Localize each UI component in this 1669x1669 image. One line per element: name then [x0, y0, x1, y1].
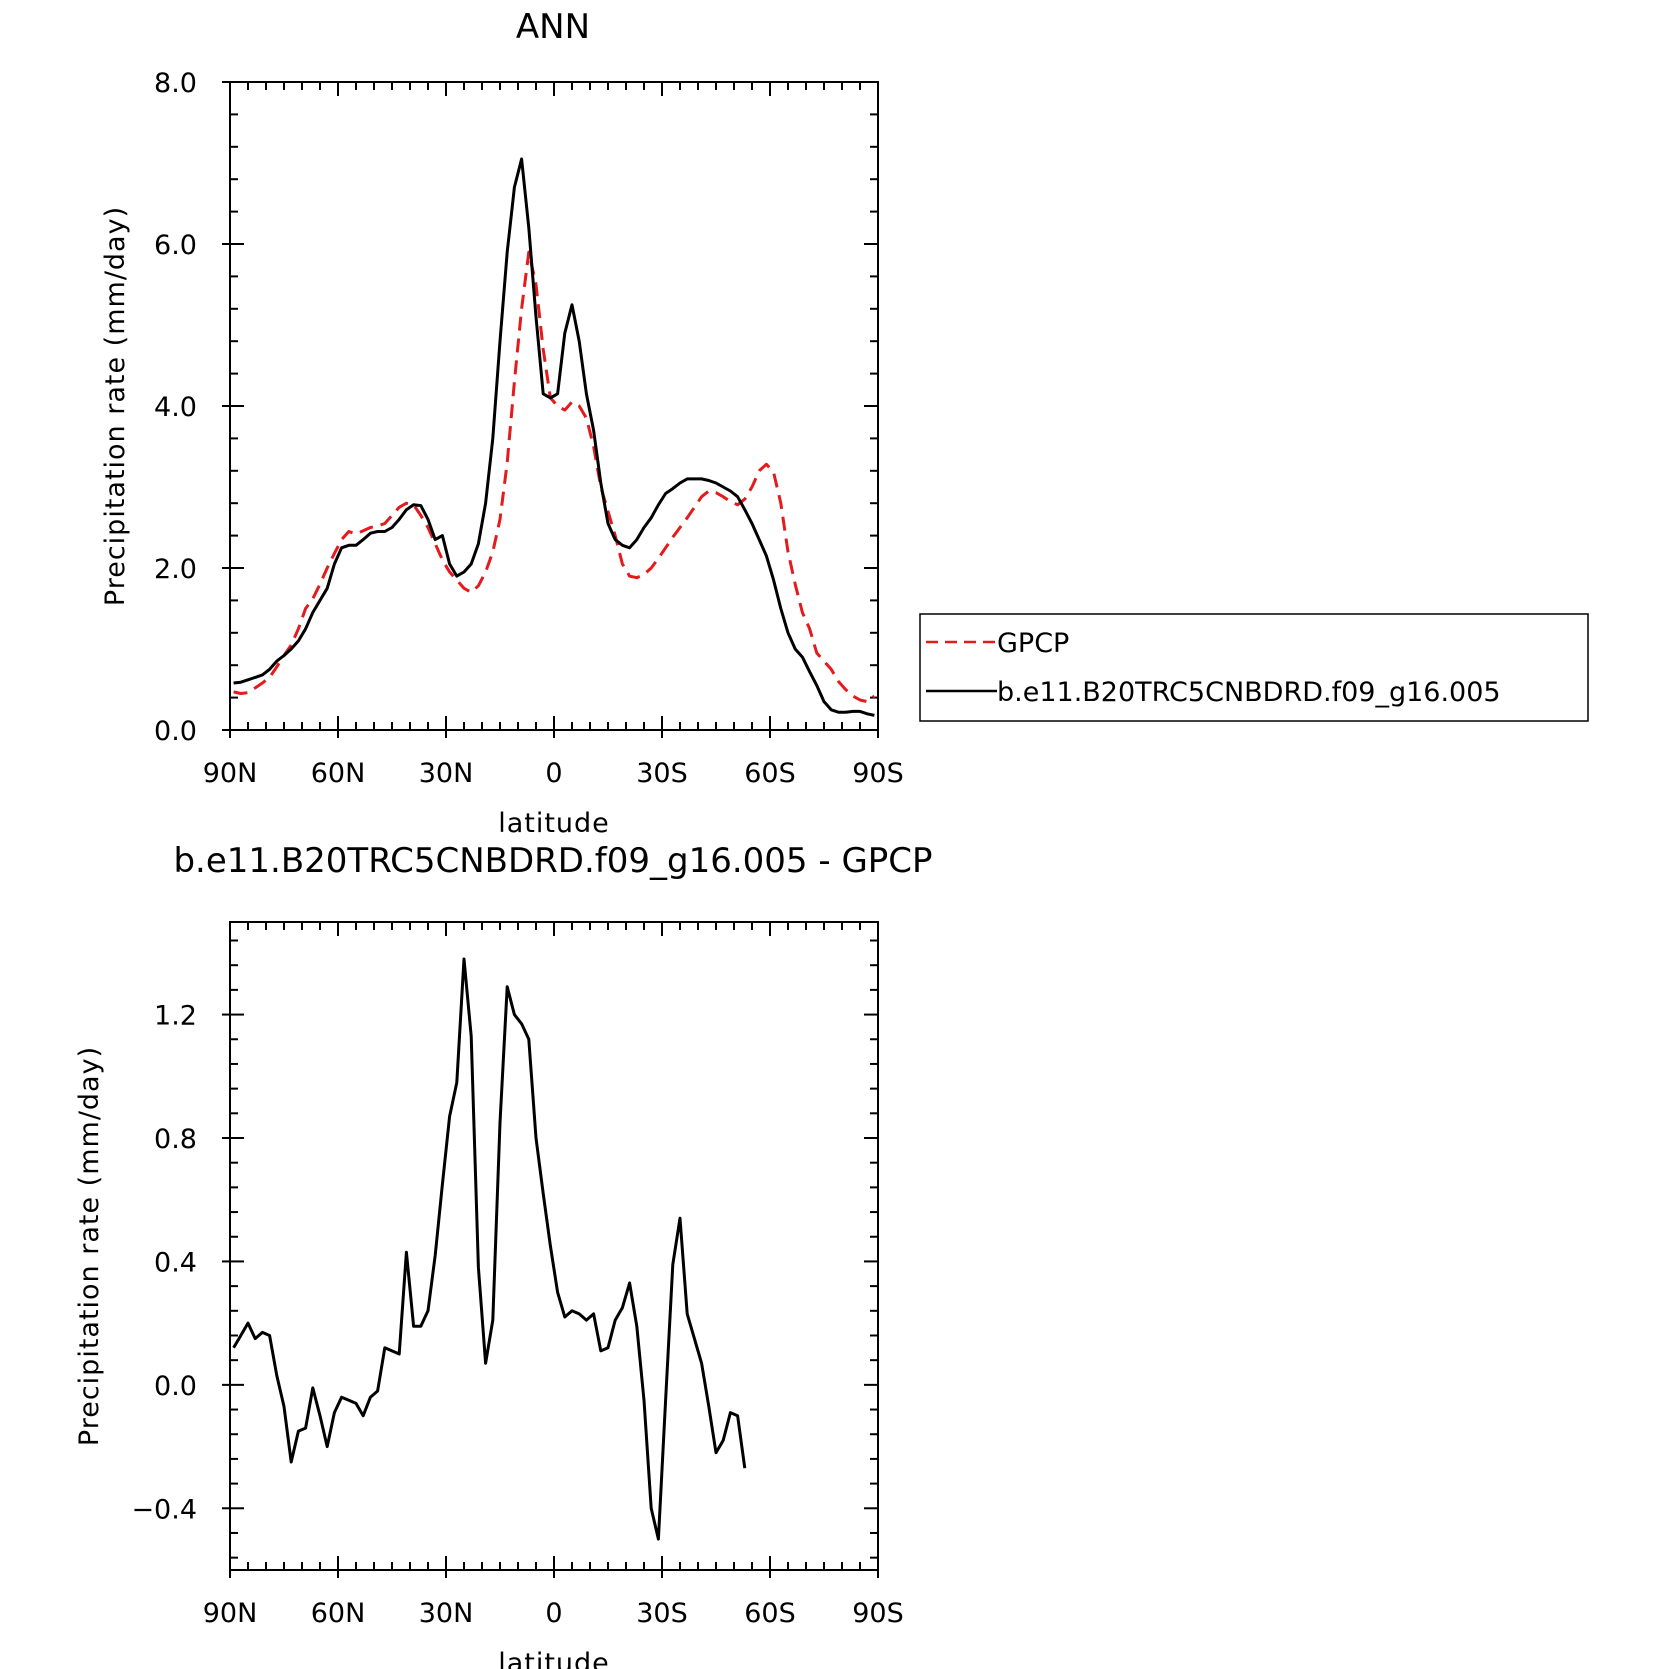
x-tick-label: 90S [852, 758, 904, 789]
x-tick-label: 30N [419, 758, 474, 789]
series-line-0 [233, 250, 876, 704]
top-chart: ANN 0.02.04.06.08.0 90N 60N 30N 0 30S 60S 90S … [100, 7, 904, 839]
top-chart-x-tick-labels: 90N 60N 30N 0 30S 60S 90S [203, 758, 904, 789]
x-tick-label: 0 [545, 758, 562, 789]
x-tick-label: 0 [545, 1598, 562, 1629]
x-tick-label: 30S [636, 758, 688, 789]
series-line-1 [233, 157, 875, 717]
y-tick-label: −0.4 [131, 1494, 197, 1525]
x-tick-label: 30N [419, 1598, 474, 1629]
y-tick-label: 0.8 [154, 1124, 197, 1155]
bottom-chart-series [232, 957, 747, 1541]
y-tick-label: 0.0 [154, 1371, 197, 1402]
top-chart-legend: GPCP b.e11.B20TRC5CNBDRD.f09_g16.005 [919, 613, 1589, 722]
top-chart-series [233, 157, 876, 717]
y-tick-label: 0.0 [154, 716, 197, 747]
top-chart-y-tick-labels: 0.0 2.0 4.0 6.0 8.0 [154, 68, 197, 747]
bottom-chart-x-tick-labels: 90N 60N 30N 0 30S 60S 90S [203, 1598, 904, 1629]
top-chart-y-axis-label: Precipitation rate (mm/day) [100, 206, 131, 606]
y-tick-label: 0.4 [154, 1247, 197, 1278]
bottom-chart-ticks [222, 922, 879, 1578]
top-chart-x-axis-label: latitude [498, 808, 610, 839]
legend-model-label: b.e11.B20TRC5CNBDRD.f09_g16.005 [997, 677, 1501, 708]
bottom-chart-x-axis-label: latitude [498, 1648, 610, 1669]
top-chart-title: ANN [516, 7, 590, 47]
bottom-chart-title: b.e11.B20TRC5CNBDRD.f09_g16.005 - GPCP [173, 841, 932, 881]
x-tick-label: 60S [744, 758, 796, 789]
x-tick-label: 30S [636, 1598, 688, 1629]
y-tick-label: 8.0 [154, 68, 197, 99]
bottom-chart-frame [229, 921, 879, 1571]
bottom-chart-y-tick-labels: −0.4 0.0 0.4 0.8 1.2 [131, 1001, 197, 1526]
bottom-chart: b.e11.B20TRC5CNBDRD.f09_g16.005 - GPCP −… [74, 841, 933, 1669]
y-tick-label: 1.2 [154, 1001, 197, 1032]
top-chart-ticks [222, 81, 879, 738]
x-tick-label: 60S [744, 1598, 796, 1629]
y-tick-label: 6.0 [154, 230, 197, 261]
x-tick-label: 60N [311, 1598, 366, 1629]
legend-gpcp-label: GPCP [997, 628, 1069, 659]
y-tick-label: 4.0 [154, 392, 197, 423]
y-tick-label: 2.0 [154, 554, 197, 585]
x-tick-label: 90N [203, 758, 258, 789]
series-line-0 [232, 957, 747, 1541]
bottom-chart-y-axis-label: Precipitation rate (mm/day) [74, 1046, 105, 1446]
top-chart-frame [229, 81, 879, 731]
x-tick-label: 60N [311, 758, 366, 789]
x-tick-label: 90S [852, 1598, 904, 1629]
x-tick-label: 90N [203, 1598, 258, 1629]
legend-box [919, 613, 1589, 722]
